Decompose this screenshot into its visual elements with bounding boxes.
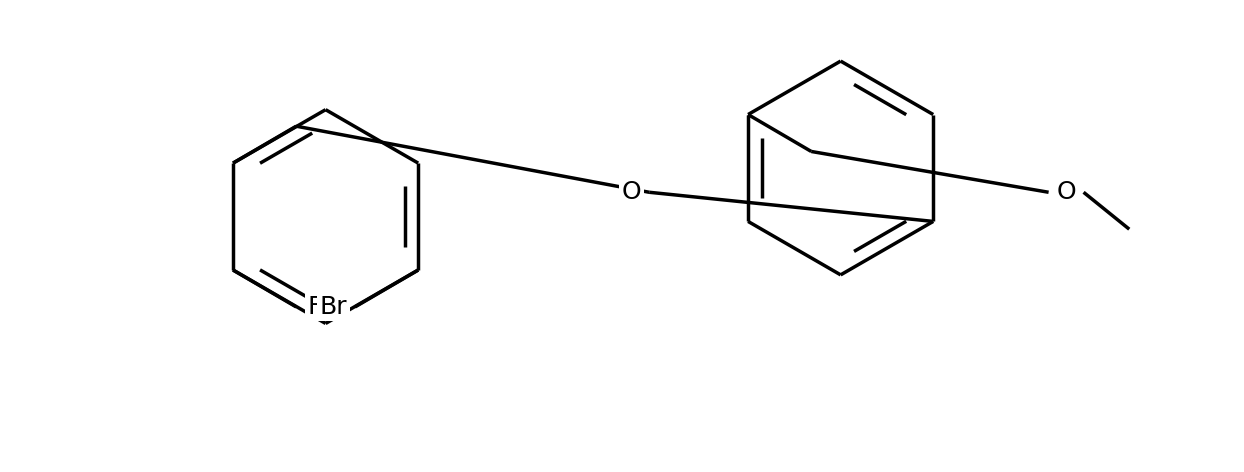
Text: O: O [622, 180, 642, 204]
Text: O: O [1056, 180, 1076, 204]
Text: Br: Br [320, 295, 347, 319]
Text: F: F [307, 295, 322, 319]
